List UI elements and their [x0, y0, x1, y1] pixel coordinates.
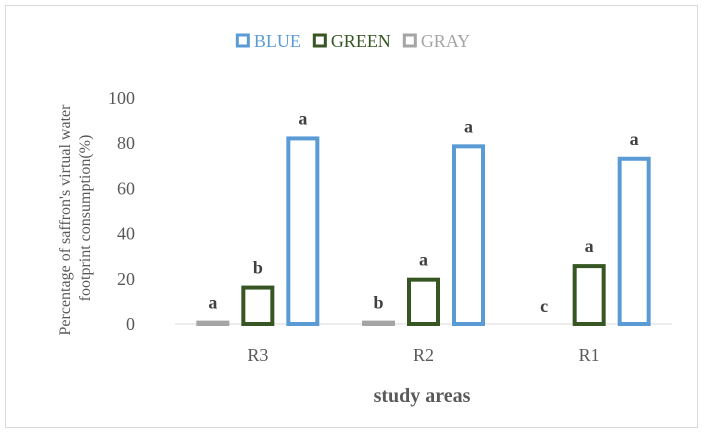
y-axis-label-line-1: Percentage of saffron's virtual water — [57, 104, 74, 336]
bar-gray-r2 — [362, 320, 395, 326]
bar-green-r1 — [572, 264, 606, 326]
y-axis-label: Percentage of saffron's virtual water fo… — [57, 101, 94, 336]
chart-frame — [5, 5, 698, 428]
y-tick-label: 0 — [126, 314, 135, 334]
bars — [196, 136, 651, 327]
x-axis-categories: R3 R2 R1 — [247, 345, 599, 365]
data-label-gray-r2: b — [373, 293, 383, 313]
legend-label-gray: GRAY — [421, 31, 470, 51]
y-tick-label: 60 — [117, 178, 135, 198]
legend: BLUE GREEN GRAY — [235, 31, 470, 51]
category-label-r2: R2 — [413, 345, 434, 365]
bar-blue-r3 — [286, 136, 320, 326]
y-axis-ticks: 0 20 40 60 80 100 — [108, 88, 135, 334]
legend-label-green: GREEN — [331, 31, 391, 51]
data-label-blue-r2: a — [464, 116, 473, 136]
data-label-blue-r3: a — [298, 108, 307, 128]
y-tick-label: 20 — [117, 269, 135, 289]
bar-green-r2 — [407, 277, 440, 327]
y-tick-label: 40 — [117, 224, 135, 244]
bar-blue-r1 — [617, 156, 651, 326]
legend-swatch-blue — [235, 33, 250, 48]
legend-swatch-gray — [402, 33, 417, 48]
data-label-green-r2: a — [419, 250, 428, 270]
y-axis-label-line-2: footprint consumption(%) — [77, 135, 94, 302]
data-label-green-r3: b — [253, 258, 263, 278]
significance-labels: a b a b a a c a a — [208, 108, 638, 316]
bar-green-r3 — [241, 285, 275, 326]
bar-blue-r2 — [452, 144, 485, 326]
y-tick-label: 80 — [117, 133, 135, 153]
data-label-gray-r3: a — [208, 293, 217, 313]
data-label-gray-r1: c — [540, 296, 548, 316]
x-axis-label: study areas — [374, 385, 471, 407]
legend-label-blue: BLUE — [254, 31, 301, 51]
data-label-green-r1: a — [585, 236, 594, 256]
data-label-blue-r1: a — [630, 129, 639, 149]
category-label-r3: R3 — [247, 345, 268, 365]
bar-gray-r3 — [196, 320, 230, 326]
legend-swatch-green — [312, 33, 327, 48]
category-label-r1: R1 — [579, 345, 600, 365]
y-tick-label: 100 — [108, 88, 135, 108]
